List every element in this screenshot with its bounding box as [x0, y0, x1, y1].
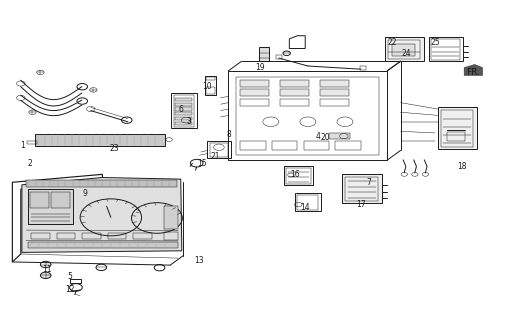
Bar [207, 141, 231, 158]
Text: 13: 13 [194, 256, 204, 265]
Text: 25: 25 [430, 38, 440, 47]
Bar [204, 76, 216, 95]
Text: FR.: FR. [466, 68, 479, 77]
Bar [320, 99, 349, 106]
Text: 12: 12 [65, 284, 74, 293]
Bar [70, 279, 81, 283]
Bar [175, 112, 192, 116]
Bar [164, 206, 178, 228]
Bar [175, 117, 192, 120]
Bar [336, 141, 361, 150]
Text: 10: 10 [202, 82, 212, 91]
Bar [276, 55, 282, 59]
Bar [31, 233, 50, 239]
Bar [284, 166, 313, 186]
Bar [28, 189, 73, 224]
Text: 3: 3 [186, 117, 191, 126]
Bar [280, 89, 309, 96]
Bar [441, 110, 473, 147]
Bar [346, 177, 378, 201]
Bar [295, 194, 321, 211]
Bar [342, 174, 382, 203]
Text: 21: 21 [210, 152, 220, 161]
Bar [388, 40, 420, 59]
Bar [82, 233, 101, 239]
Text: 19: 19 [255, 63, 265, 72]
Bar [240, 99, 269, 106]
Bar [210, 143, 228, 157]
Bar [329, 133, 350, 139]
Bar [438, 108, 477, 149]
Polygon shape [464, 64, 483, 76]
Text: 11: 11 [42, 265, 52, 275]
Text: 6: 6 [178, 105, 183, 114]
Bar [35, 133, 165, 146]
Bar [240, 80, 269, 87]
Text: 2: 2 [28, 159, 32, 168]
Text: 8: 8 [226, 130, 231, 139]
Bar [447, 132, 465, 141]
Text: 23: 23 [110, 144, 119, 153]
Text: 22: 22 [388, 38, 397, 47]
Polygon shape [22, 178, 182, 252]
Bar [27, 141, 37, 144]
Bar [391, 44, 415, 56]
Bar [57, 233, 75, 239]
Bar [28, 242, 177, 248]
Bar [304, 141, 329, 150]
Text: 5: 5 [67, 272, 72, 281]
Bar [133, 233, 152, 239]
Bar [297, 195, 319, 210]
Bar [384, 37, 424, 61]
Bar [171, 93, 196, 128]
Text: 18: 18 [457, 162, 466, 171]
Bar [320, 80, 349, 87]
Text: 4: 4 [316, 132, 321, 140]
Text: 1: 1 [21, 141, 25, 150]
Bar [164, 232, 178, 240]
Bar [280, 99, 309, 106]
Bar [429, 37, 463, 61]
Bar [206, 77, 215, 80]
Bar [51, 192, 70, 208]
Bar [240, 141, 266, 150]
Text: 17: 17 [356, 200, 366, 209]
Bar [26, 180, 177, 187]
Bar [206, 87, 215, 94]
Text: 16: 16 [290, 170, 299, 179]
Text: 7: 7 [366, 178, 371, 187]
Bar [259, 47, 269, 61]
Text: 24: 24 [401, 49, 410, 58]
Bar [240, 89, 269, 96]
Bar [175, 103, 192, 106]
Text: 9: 9 [83, 189, 88, 198]
Circle shape [40, 272, 51, 278]
Bar [30, 192, 49, 208]
Text: 20: 20 [320, 133, 330, 142]
Bar [360, 66, 366, 70]
Bar [175, 122, 192, 125]
Bar [175, 108, 192, 111]
Bar [175, 98, 192, 101]
Bar [320, 89, 349, 96]
Bar [280, 80, 309, 87]
Bar [108, 233, 126, 239]
Text: 15: 15 [197, 159, 207, 168]
Text: 14: 14 [301, 203, 310, 212]
Bar [174, 95, 194, 126]
Bar [431, 39, 460, 60]
Bar [272, 141, 297, 150]
Bar [286, 168, 311, 184]
